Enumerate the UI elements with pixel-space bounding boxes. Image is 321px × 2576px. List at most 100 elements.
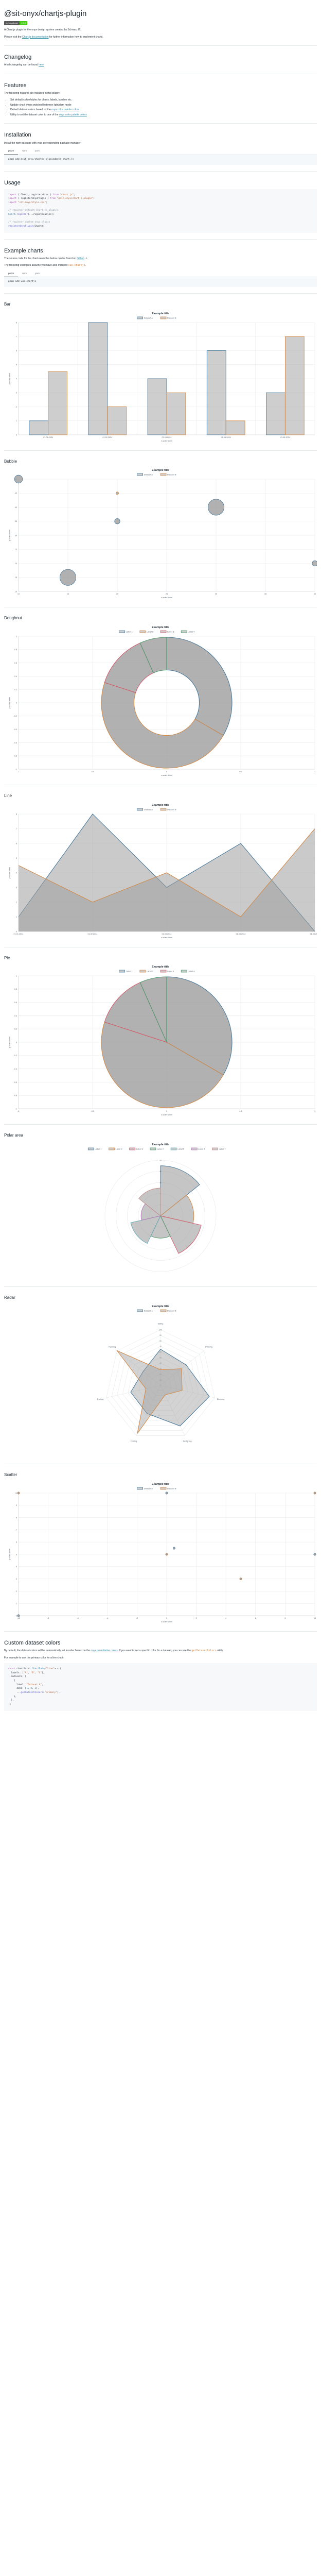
- pie-chart-svg: Example title Label 1 Label 2 Label 3 Label …: [8, 965, 315, 1116]
- legend-swatch: [137, 808, 144, 810]
- slice: [101, 1022, 224, 1108]
- legend-swatch: [87, 1147, 94, 1150]
- bar: [88, 322, 108, 435]
- y-axis-title: y-scale label: [8, 697, 11, 708]
- polar-segment: [130, 1215, 161, 1244]
- point-label: Designing: [183, 1440, 192, 1443]
- x-tick-label: 30: [215, 593, 217, 595]
- tab-pnpm[interactable]: pnpm: [4, 271, 19, 278]
- x-tick-label: -0.5: [91, 771, 95, 773]
- code-line: ],: [8, 1699, 14, 1702]
- examples-install-post: .: [85, 264, 86, 267]
- code-line: {: [8, 1680, 15, 1683]
- y-tick-label: 5: [16, 1553, 17, 1555]
- divider: [4, 1631, 317, 1632]
- y-tick-label: 2: [16, 1590, 17, 1592]
- chart-title: Example title: [152, 804, 169, 807]
- features-list: Set default colors/styles for charts, la…: [4, 98, 317, 117]
- polar-heading: Polar area: [4, 1133, 23, 1138]
- tab-pnpm[interactable]: pnpm: [4, 148, 19, 155]
- feature-item: Default dataset colors based on the onyx…: [10, 108, 317, 112]
- slice: [139, 637, 167, 673]
- x-axis-title: x-scale label: [161, 1620, 172, 1623]
- code-line: // register custom onyx plugin: [8, 221, 50, 224]
- x-tick-label: 4: [225, 1617, 226, 1619]
- bubble-point: [115, 492, 119, 495]
- changelog-pre: A full changelog can be found: [4, 63, 39, 67]
- legend-label: Dataset A: [144, 1487, 153, 1489]
- tab-npm[interactable]: npm: [22, 149, 27, 152]
- x-tick-label: 15: [67, 593, 69, 595]
- chart-title: Example title: [152, 312, 169, 315]
- x-tick-label: 01.04.2024: [221, 436, 231, 438]
- point-label: Coding: [131, 1440, 137, 1443]
- tab-yarn[interactable]: yarn: [35, 149, 40, 152]
- divider: [4, 1286, 317, 1287]
- legend-label: Label 3: [136, 1147, 144, 1150]
- examples-install-text: The following examples assume you have a…: [4, 264, 317, 268]
- npm-version-badge[interactable]: npm package 1.0.0: [4, 21, 27, 25]
- changelog-link[interactable]: here: [39, 63, 44, 67]
- divider: [4, 123, 317, 124]
- bar: [284, 336, 305, 435]
- github-link[interactable]: Github: [77, 257, 84, 260]
- code-line: import { registerOnyxPlugin } from "@sit…: [8, 197, 95, 200]
- code-line: [8, 217, 313, 221]
- y-tick-label: 1: [16, 975, 17, 977]
- legend-label: Label 4: [157, 1147, 164, 1150]
- scatter-heading: Scatter: [4, 1472, 17, 1478]
- bubble-heading: Bubble: [4, 459, 17, 464]
- legend-label: Dataset A: [144, 316, 153, 319]
- legend-label: Label 2: [116, 1147, 123, 1150]
- code-line: labels: ["A", "B", "C"],: [8, 1671, 45, 1674]
- y-tick-label: -0.6: [13, 742, 17, 744]
- x-tick-label: 6: [255, 1617, 256, 1619]
- bubble-point: [114, 518, 120, 524]
- radar-spoke: [117, 1350, 161, 1386]
- slice: [104, 982, 168, 1043]
- x-tick-label: 01.03.2024: [162, 933, 171, 935]
- code-line: ...getDatasetColors("primary"),: [8, 1691, 60, 1694]
- legend-swatch: [160, 970, 167, 973]
- legend-swatch: [119, 970, 126, 973]
- y-tick-label: -0.2: [13, 715, 17, 717]
- badge-version: 1.0.0: [20, 21, 27, 25]
- bar-section: Bar Example title Dataset A Dataset B 0 1 2 3 4…: [4, 302, 317, 444]
- y-tick-label: 0.2: [14, 689, 17, 691]
- color-palette-link[interactable]: onyx color palette colors: [51, 108, 79, 112]
- scatter-chart: Example title Dataset A Dataset B 0 1 2 3 4 5 6 7 8…: [4, 1481, 317, 1625]
- legend-label: Dataset A: [144, 808, 153, 810]
- bubble-point: [312, 561, 317, 567]
- package-manager-tabs: pnpm npm yarn: [4, 148, 317, 155]
- bubble-section: Bubble Example title Dataset A Dataset B 10…: [4, 459, 317, 601]
- y-tick-label: 35: [15, 521, 17, 523]
- bar: [107, 406, 127, 435]
- polar-chart-svg: Example title Label 1 Label 2 Label 3 Label …: [87, 1143, 226, 1272]
- legend-swatch: [109, 1147, 115, 1150]
- y-tick-label: 0.4: [14, 1015, 17, 1017]
- y-tick-label: -0.2: [13, 1055, 17, 1057]
- y-tick-label: 0.6: [14, 1002, 17, 1004]
- tab-yarn[interactable]: yarn: [35, 272, 40, 275]
- code-line: import { Chart, registerables } from "ch…: [8, 193, 76, 196]
- chartjs-docs-link[interactable]: Chart.js documentation: [22, 35, 49, 39]
- slice: [101, 682, 224, 769]
- color-palette-link[interactable]: onyx color palette colors: [59, 113, 87, 116]
- y-tick-label: 1: [16, 420, 17, 422]
- legend-label: Label 5: [177, 1147, 185, 1150]
- x-tick-label: 01.01.2024: [43, 436, 53, 438]
- intro-docs-paragraph: Please visit the Chart.js documentation …: [4, 36, 317, 40]
- polar-segment: [160, 1215, 202, 1254]
- legend-swatch: [160, 316, 167, 319]
- x-tick-label: -6: [77, 1617, 79, 1619]
- y-tick-label: -0.8: [13, 1095, 17, 1097]
- code-line: data: [1, 2, 3],: [8, 1687, 39, 1690]
- tab-npm[interactable]: npm: [22, 272, 27, 275]
- legend-label: Label 2: [147, 970, 154, 973]
- legend-label: Label 3: [167, 970, 174, 973]
- radar-grid: [149, 1374, 172, 1396]
- quantitative-colors-link[interactable]: onyx quantitative colors: [91, 1649, 118, 1653]
- x-tick-label: 25: [166, 593, 168, 595]
- x-axis-title: x-scale label: [161, 1113, 172, 1116]
- legend-label: Label 2: [147, 630, 154, 633]
